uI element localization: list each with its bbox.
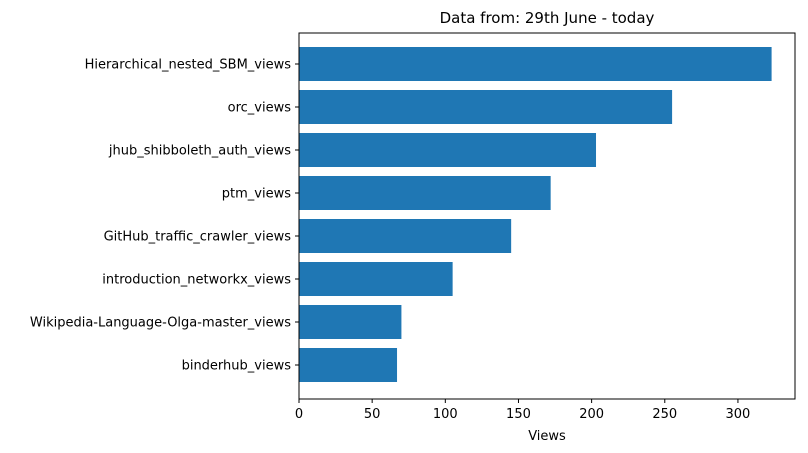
plot-frame	[298, 32, 796, 400]
bar-jhub_shibboleth_auth_views	[299, 133, 597, 167]
bar-Hierarchical_nested_SBM_views	[299, 47, 772, 81]
y-tick-label: introduction_networkx_views	[102, 273, 291, 288]
bar-Wikipedia-Language-Olga-master_views	[299, 305, 402, 339]
x-axis-label: Views	[528, 429, 566, 444]
chart-title: Data from: 29th June - today	[440, 9, 655, 27]
y-tick-label: Hierarchical_nested_SBM_views	[85, 58, 292, 73]
x-tick-label: 200	[579, 407, 604, 422]
bar-orc_views	[299, 90, 673, 124]
y-tick-label: jhub_shibboleth_auth_views	[108, 144, 291, 159]
y-tick-label: Wikipedia-Language-Olga-master_views	[30, 316, 291, 331]
bar-introduction_networkx_views	[299, 262, 453, 296]
bar-binderhub_views	[299, 348, 398, 382]
y-tick-label: orc_views	[228, 101, 292, 116]
bar-GitHub_traffic_crawler_views	[299, 219, 512, 253]
x-axis-ticks: 0 50 100 150 200 250 300	[295, 399, 750, 422]
y-axis-ticks: Hierarchical_nested_SBM_views orc_viewsjh…	[30, 58, 299, 374]
x-tick-label: 150	[506, 407, 531, 422]
x-tick-label: 300	[726, 407, 751, 422]
y-tick-label: GitHub_traffic_crawler_views	[104, 230, 292, 245]
y-tick-label: binderhub_views	[182, 359, 292, 374]
x-tick-label: 50	[364, 407, 381, 422]
bar-ptm_views	[299, 176, 551, 210]
x-tick-label: 0	[295, 407, 303, 422]
x-tick-label: 100	[433, 407, 458, 422]
x-tick-label: 250	[652, 407, 677, 422]
y-tick-label: ptm_views	[222, 187, 291, 202]
bars-layer	[299, 47, 772, 382]
